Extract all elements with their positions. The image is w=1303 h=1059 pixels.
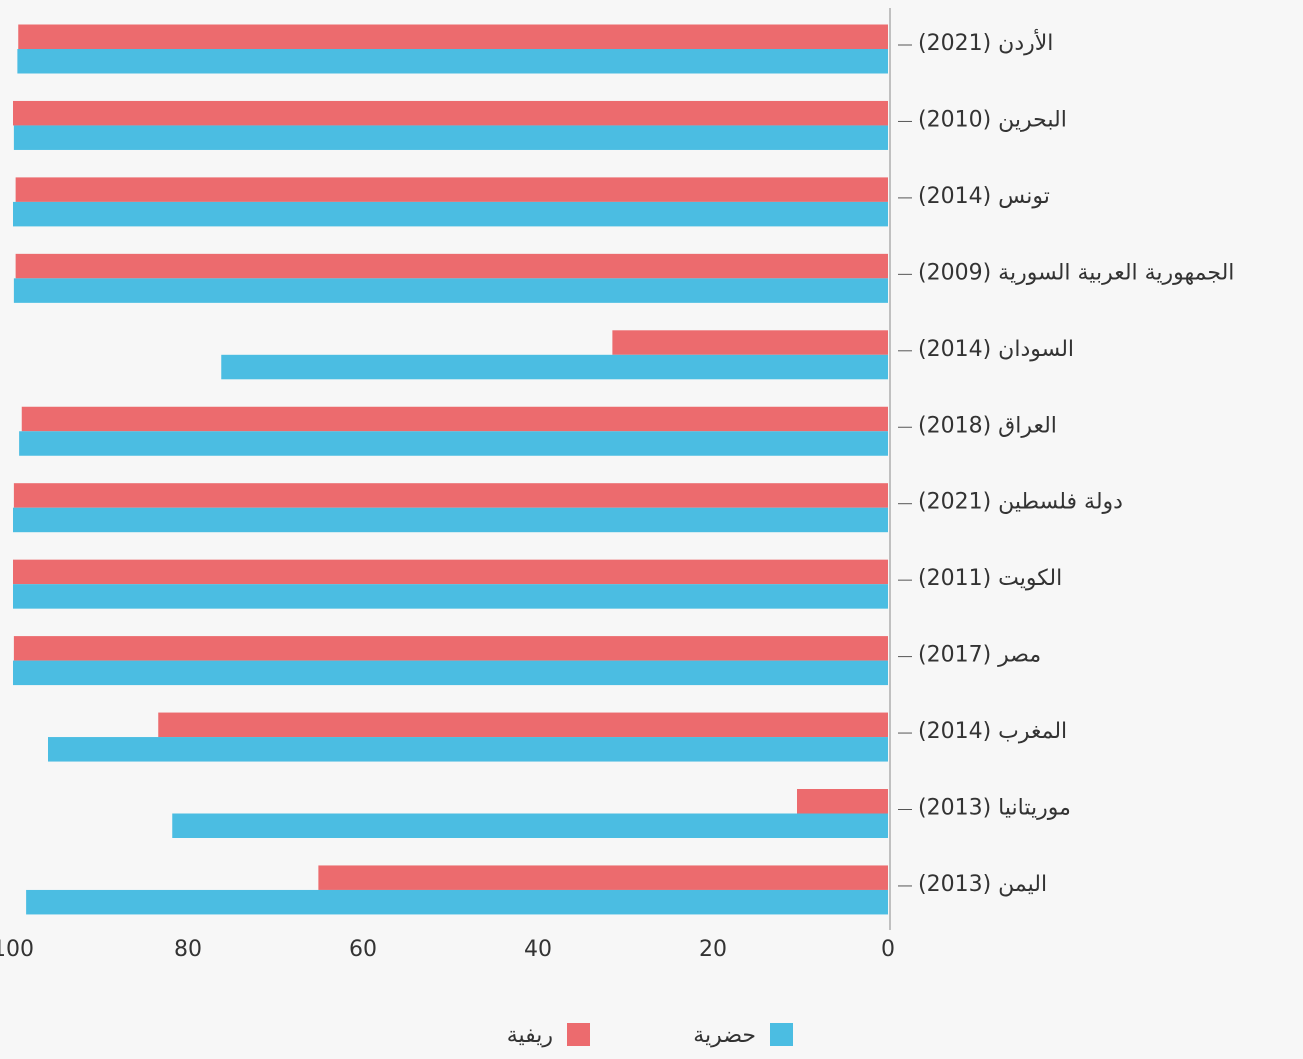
- category-label: موريتانيا (2013): [918, 796, 1071, 821]
- bar: [318, 865, 888, 890]
- category-label: البحرين (2010): [918, 107, 1067, 132]
- bar: [172, 813, 888, 838]
- x-tick-label: 80: [174, 937, 202, 962]
- bar: [13, 507, 888, 533]
- legend-swatch: [567, 1023, 590, 1046]
- category-label: العراق (2018): [918, 413, 1057, 438]
- bar: [797, 789, 888, 814]
- x-tick-label: 0: [881, 937, 895, 962]
- bar: [13, 483, 888, 508]
- bar: [19, 431, 888, 456]
- bar: [48, 737, 888, 762]
- category-label: دولة فلسطين (2021): [918, 490, 1123, 515]
- category-label: الأردن (2021): [918, 29, 1053, 56]
- x-tick-label: 40: [524, 937, 552, 962]
- category-label: السودان (2014): [918, 337, 1074, 362]
- bar: [15, 177, 888, 202]
- bar: [13, 278, 888, 303]
- bar: [13, 201, 888, 227]
- legend-swatch: [770, 1023, 793, 1046]
- bar: [26, 889, 888, 915]
- bar: [158, 712, 888, 738]
- bar: [13, 660, 888, 686]
- x-tick-label: 100: [0, 937, 34, 962]
- bar: [13, 559, 888, 585]
- category-label: اليمن (2013): [918, 872, 1047, 897]
- bar: [13, 636, 888, 661]
- bar: [17, 49, 888, 74]
- category-label: مصر (2017): [918, 643, 1041, 668]
- legend-label: حضرية: [693, 1023, 756, 1048]
- bar: [13, 584, 888, 609]
- category-label: الجمهورية العربية السورية (2009): [918, 260, 1234, 285]
- bar: [13, 100, 888, 126]
- bar: [221, 354, 888, 380]
- bar: [15, 253, 888, 279]
- bar: [13, 125, 888, 150]
- category-label: الكويت (2011): [918, 566, 1062, 591]
- bar: [21, 406, 888, 432]
- legend-label: ريفية: [507, 1023, 553, 1048]
- bar: [612, 330, 888, 355]
- category-label: المغرب (2014): [918, 719, 1067, 744]
- x-tick-label: 20: [699, 937, 727, 962]
- category-label: تونس (2014): [918, 184, 1050, 209]
- bar: [18, 24, 888, 49]
- x-tick-label: 60: [349, 937, 377, 962]
